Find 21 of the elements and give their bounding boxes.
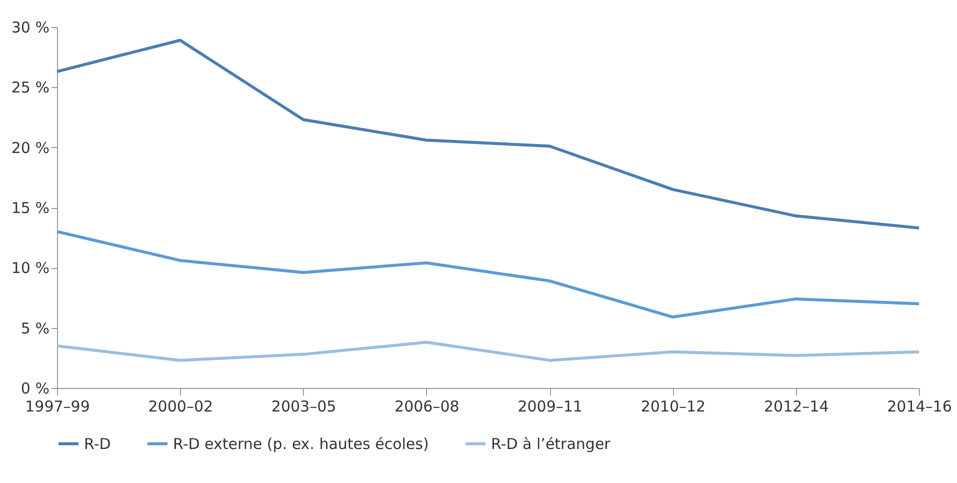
y-tick-label: 0 % [20,380,50,398]
x-tick-label: 2012–14 [764,398,829,416]
y-tick-label: 30 % [11,18,50,36]
x-tick-label: 2014–16 [887,398,952,416]
x-tick-label: 2010–12 [640,398,706,416]
legend-label: R-D externe (p. ex. hautes écoles) [173,434,429,453]
legend-label: R-D [84,434,111,453]
y-tick-label: 25 % [11,78,50,97]
x-tick-label: 1997–99 [25,398,90,416]
y-tick-label: 10 % [11,259,50,278]
x-tick-label: 2009–11 [518,398,582,416]
y-tick-label: 15 % [11,199,50,217]
x-tick-label: 2000–02 [148,398,214,416]
line-series [56,230,920,319]
legend-label: R-D à l’étranger [491,434,612,453]
x-tick-label: 2003–05 [271,398,336,416]
line-series [56,340,920,362]
x-tick-label: 2006–08 [394,398,460,416]
y-tick-label: 20 % [11,138,50,157]
line-series [56,38,920,230]
y-tick-label: 5 % [20,319,50,338]
